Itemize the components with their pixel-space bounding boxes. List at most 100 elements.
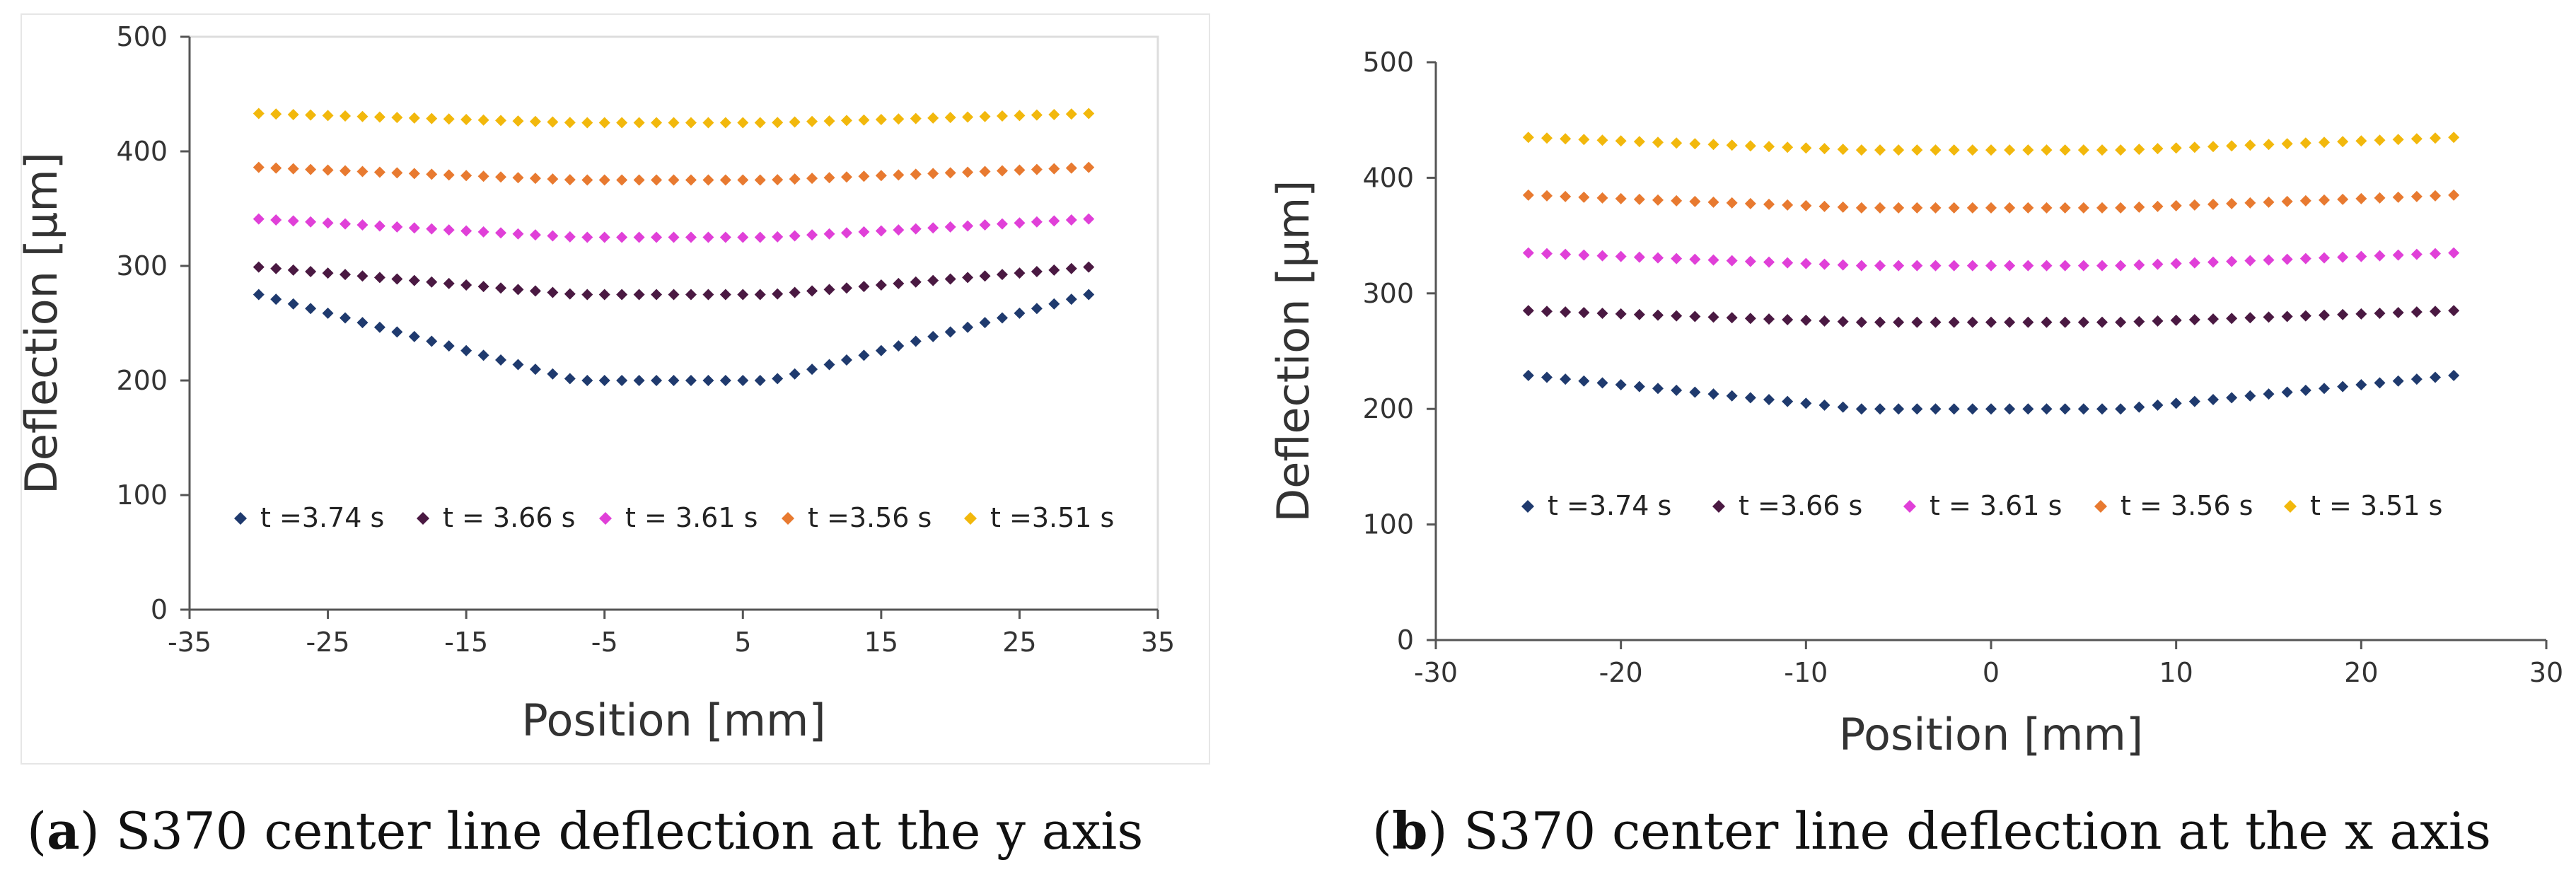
data-point	[806, 173, 818, 185]
data-point	[529, 115, 541, 127]
data-point	[581, 289, 593, 301]
legend-marker	[2094, 500, 2107, 513]
data-point	[1800, 397, 1812, 409]
y-axis-label: Deflection [µm]	[1267, 180, 1319, 523]
data-point	[2448, 305, 2460, 317]
data-point	[2004, 316, 2016, 328]
data-point	[1615, 378, 1627, 390]
y-tick-label: 200	[1362, 393, 1414, 424]
data-point	[1874, 260, 1886, 272]
data-point	[2004, 144, 2016, 156]
x-tick-label: -20	[1599, 657, 1643, 688]
data-point	[2244, 312, 2256, 324]
data-point	[426, 112, 438, 124]
legend-marker	[1521, 500, 1534, 513]
data-point	[2041, 403, 2053, 415]
data-point	[2041, 260, 2053, 272]
data-point	[408, 222, 420, 234]
data-point	[1031, 265, 1043, 277]
data-point	[547, 173, 559, 185]
data-point	[340, 165, 352, 177]
legend-label: t =3.51 s	[990, 502, 1114, 533]
data-point	[2337, 380, 2349, 393]
legend-item: t = 3.56 s	[2094, 490, 2253, 521]
data-point	[1911, 202, 1923, 214]
chart-panel-b: 0 100 200 300 400 500 -30 -20 -10 0 10 20 30 Position…	[1267, 47, 2563, 760]
data-point	[1522, 247, 1534, 259]
legend-label: t = 3.66 s	[443, 502, 575, 533]
data-point	[1615, 192, 1627, 204]
data-point	[2133, 259, 2145, 271]
data-point	[2133, 315, 2145, 327]
data-point	[2022, 316, 2034, 328]
legend-item: t = 3.61 s	[599, 502, 758, 533]
data-point	[962, 272, 974, 284]
data-point	[1707, 196, 1719, 208]
data-point	[702, 289, 714, 301]
legend-marker	[417, 512, 429, 525]
data-point	[1855, 144, 1867, 156]
data-point	[1065, 162, 1077, 174]
data-point	[1615, 135, 1627, 147]
legend-label: t =3.74 s	[260, 502, 384, 533]
data-point	[1065, 108, 1077, 120]
x-tick-label: -35	[168, 627, 211, 658]
data-point	[2077, 403, 2089, 415]
data-point	[564, 231, 576, 243]
data-point	[2299, 310, 2311, 322]
data-point	[2004, 403, 2016, 415]
data-point	[858, 226, 870, 238]
data-point	[408, 330, 420, 342]
data-point	[772, 117, 784, 129]
data-point	[2392, 249, 2404, 261]
data-point	[2170, 314, 2182, 326]
legend-marker	[234, 512, 247, 525]
data-point	[668, 289, 680, 301]
data-point	[651, 117, 663, 129]
data-point	[1596, 250, 1608, 262]
data-point	[2188, 199, 2200, 211]
data-point	[477, 170, 489, 182]
data-point	[1800, 257, 1812, 269]
data-point	[581, 174, 593, 186]
data-point	[1031, 109, 1043, 121]
data-point	[1930, 202, 1942, 214]
data-point	[340, 110, 352, 122]
data-point	[789, 368, 801, 380]
data-point	[2448, 189, 2460, 201]
data-point	[2299, 194, 2311, 207]
data-point	[1763, 394, 1775, 406]
data-point	[2022, 403, 2034, 415]
data-point	[1855, 260, 1867, 272]
data-point	[910, 223, 922, 235]
data-point	[979, 165, 991, 178]
data-point	[1560, 306, 1572, 318]
data-point	[598, 117, 610, 129]
x-tick-label: -25	[306, 627, 350, 658]
data-point	[1800, 142, 1812, 154]
legend-item: t =3.56 s	[782, 502, 932, 533]
data-point	[1782, 141, 1794, 153]
data-point	[2319, 136, 2330, 149]
data-point	[1763, 313, 1775, 325]
legend-label: t =3.66 s	[1739, 490, 1862, 521]
data-point	[616, 117, 628, 129]
data-point	[789, 230, 801, 242]
data-point	[789, 173, 801, 185]
data-point	[1818, 143, 1831, 155]
data-point	[772, 373, 784, 385]
data-point	[2263, 311, 2275, 323]
data-point	[823, 359, 835, 371]
data-point	[1763, 256, 1775, 268]
data-point	[1930, 260, 1942, 272]
data-point	[1031, 163, 1043, 175]
series-1	[253, 289, 1095, 386]
data-point	[633, 289, 645, 301]
data-point	[1744, 197, 1756, 209]
y-tick-label: 0	[1397, 624, 1414, 656]
data-point	[1837, 259, 1849, 271]
data-point	[806, 115, 818, 127]
data-point	[789, 286, 801, 298]
data-point	[685, 375, 697, 386]
data-point	[564, 288, 576, 300]
